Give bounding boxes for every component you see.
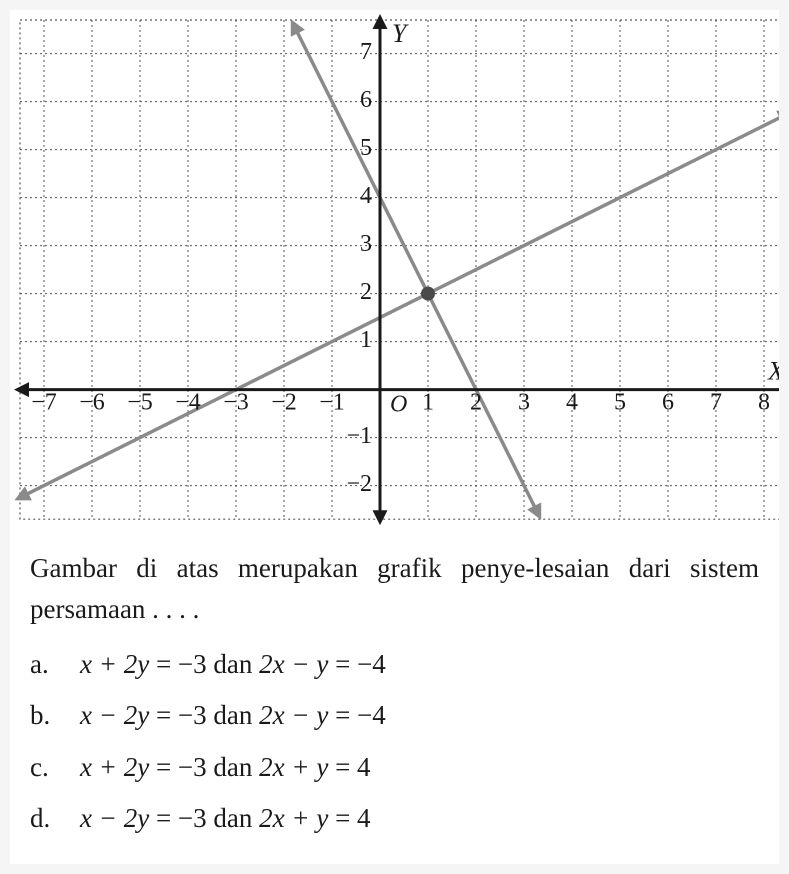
svg-text:2: 2	[360, 279, 372, 305]
equation-lhs: 2x + y	[259, 752, 328, 782]
equation-rhs: = −3	[156, 700, 207, 730]
option-letter: d.	[30, 793, 80, 844]
equation-lhs: x + 2y	[80, 752, 149, 782]
svg-text:−2: −2	[346, 471, 372, 497]
svg-text:3: 3	[518, 390, 530, 416]
svg-text:−3: −3	[223, 390, 249, 416]
equation-lhs: 2x − y	[259, 700, 328, 730]
option-content: x + 2y = −3 dan 2x − y = −4	[80, 639, 759, 690]
svg-text:4: 4	[360, 183, 372, 209]
svg-text:2: 2	[470, 390, 482, 416]
conjunction: dan	[213, 803, 252, 833]
coordinate-chart: −7 −6 −5 −4 −3 −2 −1 1 2 3 4 5 6 7 8 −2 −1 1 2 3 4 5 6 7 O X Y	[10, 10, 779, 530]
svg-text:7: 7	[360, 39, 372, 65]
svg-text:5: 5	[614, 390, 626, 416]
option-a: a. x + 2y = −3 dan 2x − y = −4	[30, 639, 759, 690]
svg-text:4: 4	[566, 390, 578, 416]
chart-area: −7 −6 −5 −4 −3 −2 −1 1 2 3 4 5 6 7 8 −2 −1 1 2 3 4 5 6 7 O X Y	[10, 10, 779, 530]
equation-lhs: 2x − y	[259, 649, 328, 679]
option-c: c. x + 2y = −3 dan 2x + y = 4	[30, 742, 759, 793]
svg-text:8: 8	[758, 390, 770, 416]
page-container: −7 −6 −5 −4 −3 −2 −1 1 2 3 4 5 6 7 8 −2 −1 1 2 3 4 5 6 7 O X Y Gam…	[10, 10, 779, 864]
svg-text:6: 6	[360, 87, 372, 113]
svg-text:−1: −1	[346, 423, 372, 449]
svg-text:−5: −5	[127, 390, 153, 416]
svg-text:3: 3	[360, 231, 372, 257]
equation-lhs: x − 2y	[80, 700, 149, 730]
svg-text:−2: −2	[271, 390, 297, 416]
conjunction: dan	[213, 752, 252, 782]
conjunction: dan	[213, 649, 252, 679]
equation-lhs: x + 2y	[80, 649, 149, 679]
equation-lhs: x − 2y	[80, 803, 149, 833]
option-content: x − 2y = −3 dan 2x + y = 4	[80, 793, 759, 844]
option-d: d. x − 2y = −3 dan 2x + y = 4	[30, 793, 759, 844]
svg-text:O: O	[390, 392, 407, 418]
equation-rhs: = −3	[156, 752, 207, 782]
equation-rhs: = −4	[335, 649, 386, 679]
svg-text:−1: −1	[319, 390, 345, 416]
equation-rhs: = 4	[335, 752, 370, 782]
option-b: b. x − 2y = −3 dan 2x − y = −4	[30, 690, 759, 741]
equation-rhs: = −4	[335, 700, 386, 730]
svg-text:1: 1	[360, 327, 372, 353]
svg-text:1: 1	[422, 390, 434, 416]
equation-rhs: = 4	[335, 803, 370, 833]
svg-text:7: 7	[710, 390, 722, 416]
equation-rhs: = −3	[156, 649, 207, 679]
svg-text:5: 5	[360, 135, 372, 161]
option-content: x + 2y = −3 dan 2x + y = 4	[80, 742, 759, 793]
option-letter: b.	[30, 690, 80, 741]
options-list: a. x + 2y = −3 dan 2x − y = −4 b. x − 2y…	[10, 639, 779, 864]
conjunction: dan	[213, 700, 252, 730]
svg-text:6: 6	[662, 390, 674, 416]
option-letter: c.	[30, 742, 80, 793]
svg-text:Y: Y	[392, 19, 409, 48]
svg-text:−4: −4	[175, 390, 201, 416]
option-letter: a.	[30, 639, 80, 690]
question-text: Gambar di atas merupakan grafik penye-le…	[10, 530, 779, 639]
equation-rhs: = −3	[156, 803, 207, 833]
option-content: x − 2y = −3 dan 2x − y = −4	[80, 690, 759, 741]
svg-text:X: X	[767, 357, 779, 386]
equation-lhs: 2x + y	[259, 803, 328, 833]
svg-text:−6: −6	[79, 390, 105, 416]
svg-text:−7: −7	[31, 390, 57, 416]
